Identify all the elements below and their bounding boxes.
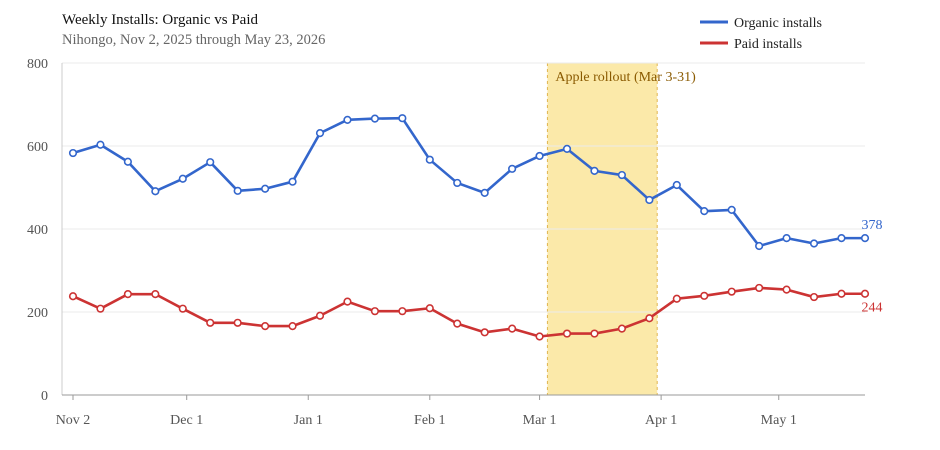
legend-label-paid: Paid installs (734, 37, 802, 52)
legend-item-paid[interactable]: Paid installs (700, 37, 802, 52)
gridlines (62, 62, 865, 313)
x-tick-label: Apr 1 (645, 413, 677, 428)
data-point-organic[interactable] (343, 115, 352, 124)
data-point-paid[interactable] (425, 304, 434, 313)
x-tick-label: Dec 1 (170, 413, 203, 428)
data-point-organic[interactable] (206, 158, 215, 167)
x-tick-label: Jan 1 (294, 413, 323, 428)
data-point-paid[interactable] (261, 322, 270, 331)
data-point-paid[interactable] (782, 285, 791, 294)
data-point-organic[interactable] (727, 205, 736, 215)
data-point-paid[interactable] (151, 290, 160, 299)
data-point-paid[interactable] (590, 329, 599, 338)
y-tick-label: 600 (27, 140, 48, 155)
data-point-paid[interactable] (535, 332, 544, 341)
data-point-paid[interactable] (206, 318, 215, 327)
data-point-paid[interactable] (860, 289, 870, 298)
data-point-paid[interactable] (755, 283, 764, 293)
y-tick-label: 400 (27, 223, 48, 238)
data-point-organic[interactable] (151, 187, 160, 196)
data-point-organic[interactable] (370, 114, 380, 123)
data-point-organic[interactable] (562, 144, 572, 154)
data-point-paid[interactable] (617, 324, 627, 333)
chart-subtitle: Nihongo, Nov 2, 2025 through May 23, 202… (62, 32, 325, 48)
data-point-organic[interactable] (288, 177, 297, 186)
data-point-organic[interactable] (508, 164, 517, 173)
data-point-paid[interactable] (480, 328, 489, 337)
data-point-paid[interactable] (370, 307, 380, 316)
data-point-organic[interactable] (782, 234, 791, 243)
data-point-organic[interactable] (809, 239, 819, 248)
data-point-paid[interactable] (343, 297, 352, 306)
data-point-organic[interactable] (233, 186, 242, 195)
chart-title: Weekly Installs: Organic vs Paid (62, 12, 258, 28)
data-point-organic[interactable] (837, 234, 846, 243)
data-point-organic[interactable] (178, 174, 187, 183)
y-tick-label: 0 (41, 389, 48, 404)
data-point-paid[interactable] (233, 318, 242, 327)
legend: Organic installs Paid installs (700, 16, 822, 52)
data-point-paid[interactable] (809, 292, 819, 302)
data-point-organic[interactable] (398, 114, 407, 123)
data-point-paid[interactable] (700, 291, 709, 300)
data-point-paid[interactable] (123, 290, 132, 299)
end-label-organic: 378 (862, 218, 883, 233)
data-point-paid[interactable] (288, 322, 297, 331)
end-label-paid: 244 (862, 301, 883, 316)
data-point-organic[interactable] (315, 129, 325, 138)
data-point-organic[interactable] (480, 188, 489, 197)
data-point-organic[interactable] (645, 195, 654, 205)
series-line-paid (71, 286, 867, 338)
data-point-paid[interactable] (68, 292, 78, 301)
data-point-organic[interactable] (755, 241, 764, 251)
annotation-label: Apple rollout (Mar 3-31) (555, 70, 696, 85)
data-point-paid[interactable] (672, 294, 681, 303)
data-point-paid[interactable] (315, 311, 325, 320)
data-point-paid[interactable] (645, 314, 654, 323)
y-tick-label: 800 (27, 57, 48, 72)
legend-item-organic[interactable]: Organic installs (700, 16, 822, 31)
data-point-paid[interactable] (837, 289, 846, 298)
x-tick-label: Feb 1 (414, 413, 446, 428)
data-point-organic[interactable] (860, 234, 870, 243)
legend-label-organic: Organic installs (734, 16, 822, 31)
data-point-organic[interactable] (425, 155, 434, 164)
data-point-organic[interactable] (261, 184, 270, 193)
data-point-paid[interactable] (178, 304, 187, 313)
data-point-organic[interactable] (617, 170, 627, 180)
data-point-paid[interactable] (727, 287, 736, 296)
data-point-paid[interactable] (562, 329, 572, 338)
data-point-paid[interactable] (453, 319, 462, 328)
data-point-paid[interactable] (508, 324, 517, 333)
data-point-organic[interactable] (672, 180, 681, 190)
x-tick-label: Nov 2 (56, 413, 91, 428)
data-point-organic[interactable] (96, 140, 105, 149)
data-point-organic[interactable] (123, 157, 132, 166)
data-point-organic[interactable] (453, 178, 462, 188)
data-point-organic[interactable] (68, 148, 78, 158)
axes: 0 200 400 600 800 Nov 2 Dec 1 Jan 1 Feb 1 Mar 1 Ap… (27, 57, 865, 428)
data-point-organic[interactable] (535, 151, 544, 161)
series-layer (68, 114, 870, 341)
x-tick-label: Mar 1 (523, 413, 557, 428)
y-tick-label: 200 (27, 306, 48, 321)
data-point-organic[interactable] (590, 166, 599, 175)
x-tick-label: May 1 (761, 413, 797, 428)
data-point-paid[interactable] (96, 304, 105, 313)
end-labels: 378 244 (862, 218, 883, 316)
series-line-organic (71, 116, 867, 248)
data-point-paid[interactable] (398, 307, 407, 316)
data-point-organic[interactable] (700, 207, 709, 216)
